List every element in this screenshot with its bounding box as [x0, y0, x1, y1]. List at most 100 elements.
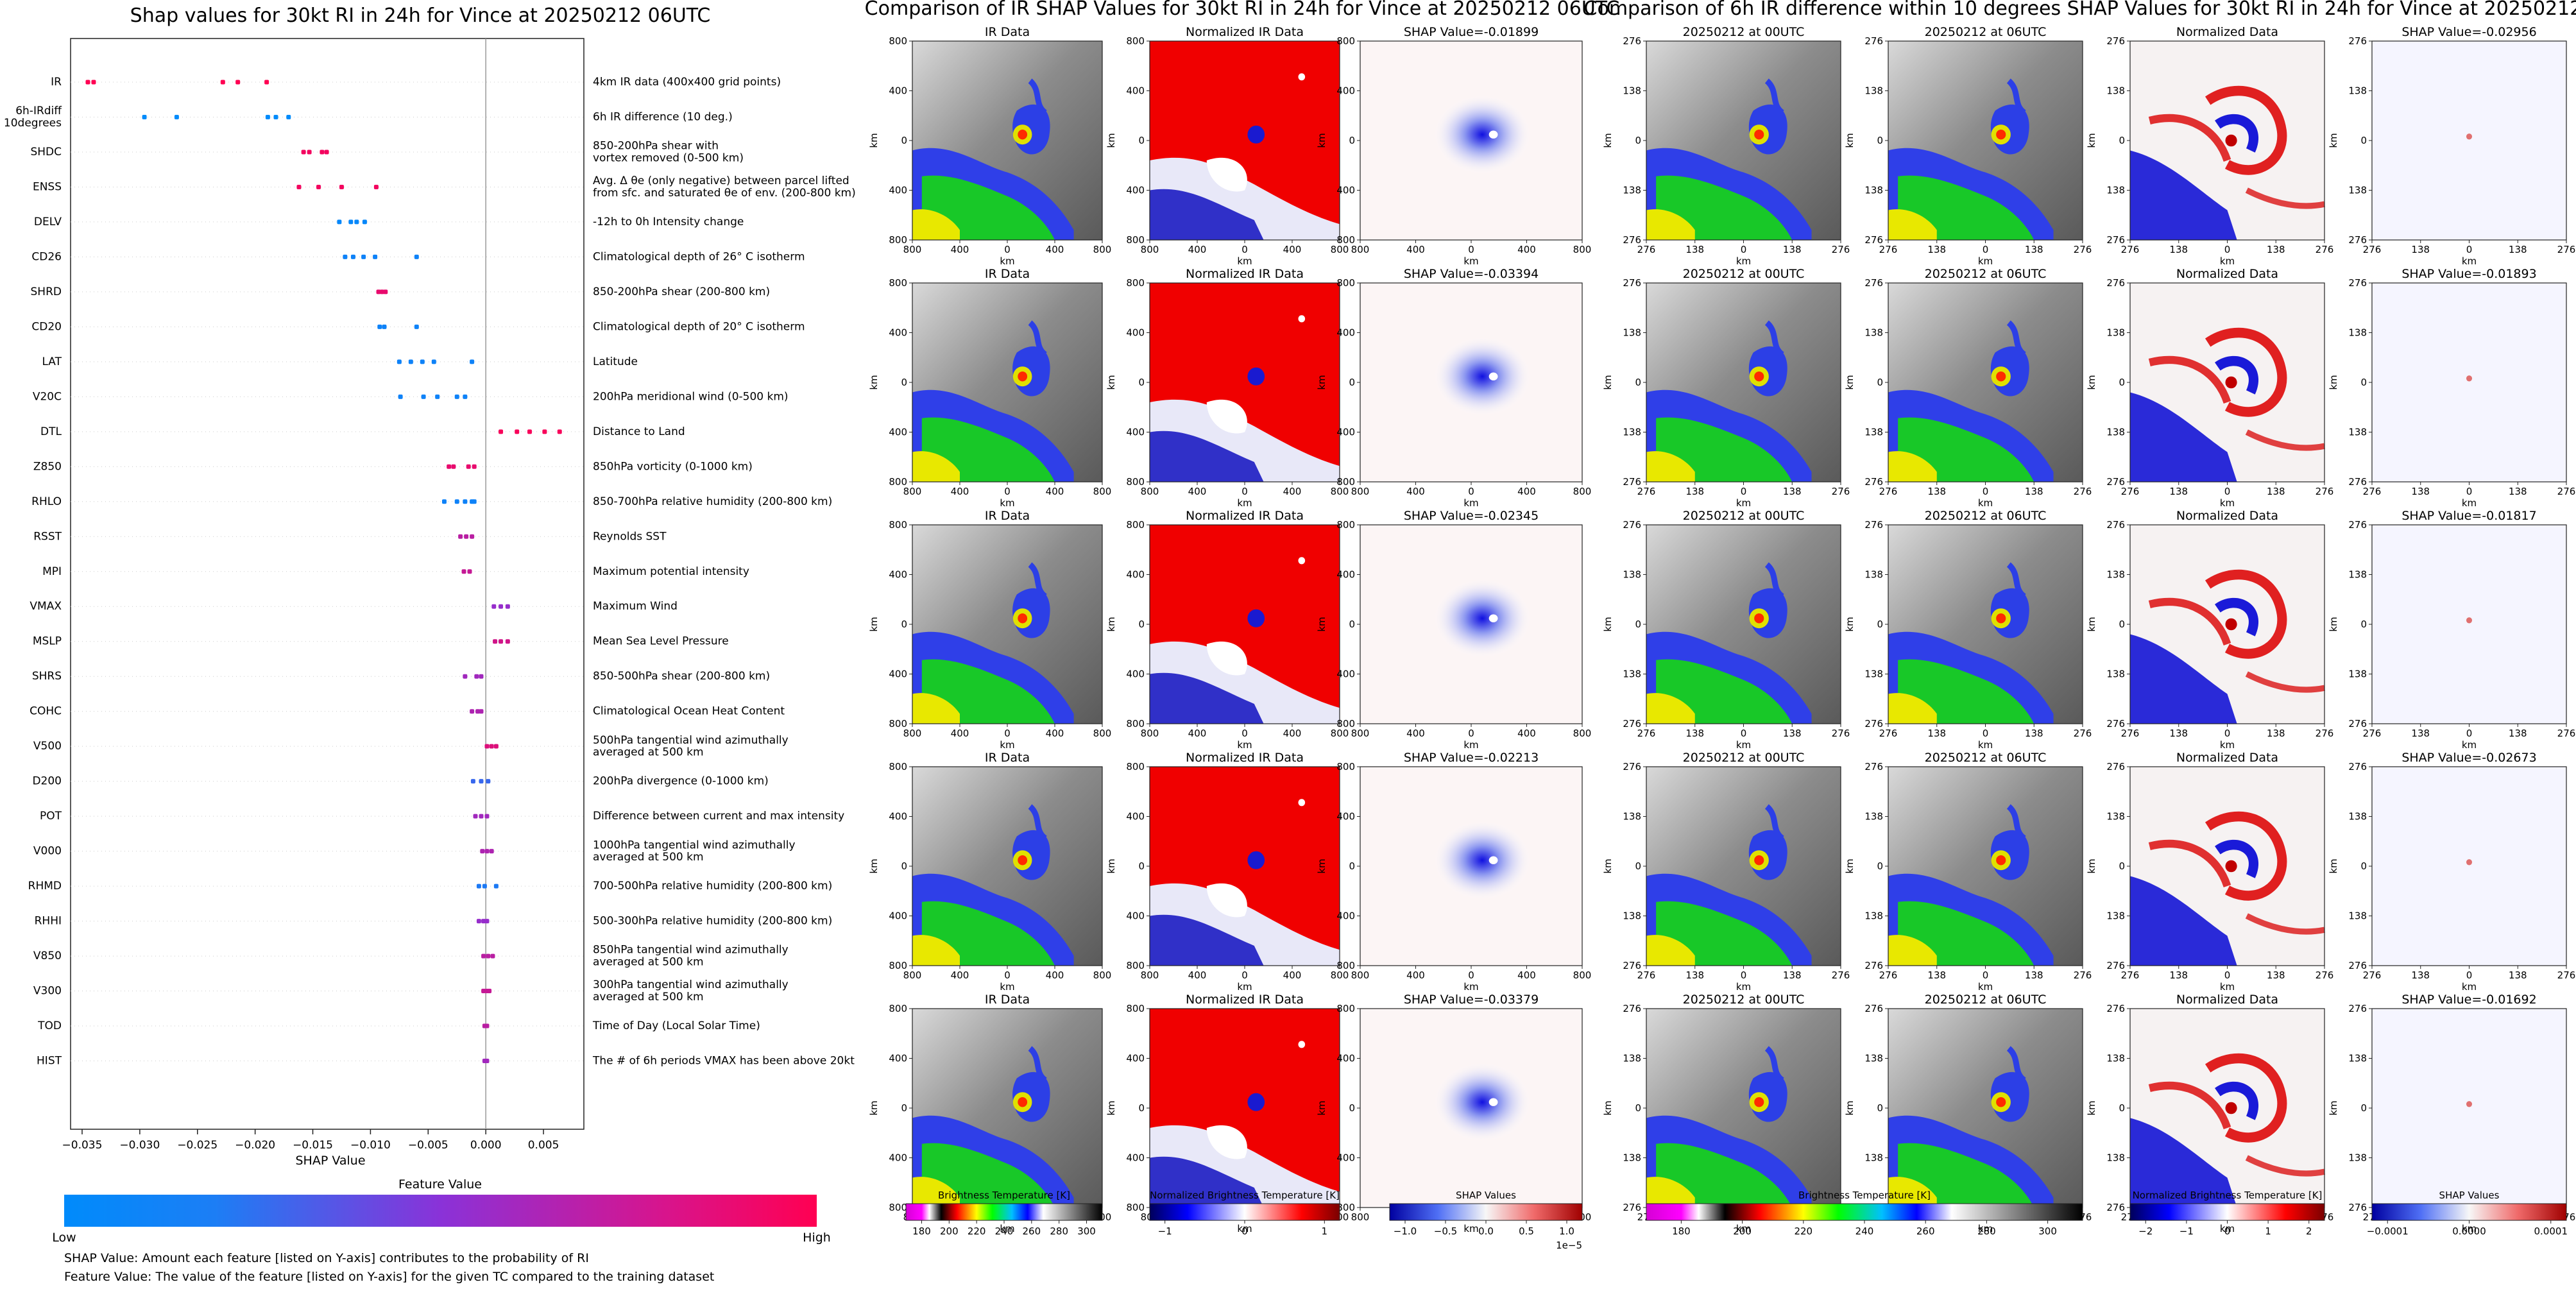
shap-point — [505, 604, 510, 609]
colorbar-tick-label: 1 — [1322, 1225, 1328, 1237]
shap-point — [464, 534, 469, 539]
panel-image — [1888, 767, 2083, 966]
x-tick-label: 800 — [1331, 244, 1349, 255]
y-tick-label: 138 — [2348, 569, 2367, 581]
y-tick-label: 800 — [1336, 1202, 1355, 1213]
y-axis-unit: km — [1105, 858, 1117, 873]
x-tick-label: 138 — [1783, 486, 1802, 497]
x-axis-unit: km — [1237, 1223, 1252, 1234]
y-tick-label: 800 — [889, 277, 907, 289]
y-tick-label: 276 — [2106, 476, 2125, 488]
x-tick-label: 0 — [1983, 244, 1989, 255]
x-tick-label: 0 — [2224, 486, 2231, 497]
shap-point — [414, 324, 419, 329]
panel-image — [1888, 41, 2083, 240]
y-tick-label: 400 — [1126, 910, 1145, 922]
shap-point — [474, 674, 479, 679]
y-tick-label: 400 — [1126, 1152, 1145, 1164]
shap-point — [354, 219, 359, 225]
panel-title: SHAP Value=-0.02345 — [1404, 509, 1539, 523]
normalized-diff-panel: Normalized Data2762761381380013813827627… — [2086, 509, 2333, 751]
y-tick-label: 0 — [1349, 1102, 1355, 1114]
x-tick-label: 276 — [2316, 244, 2334, 255]
panel-image — [1646, 41, 1841, 240]
x-tick-label: 276 — [2316, 486, 2334, 497]
colorbar-tick-label: 0.0000 — [2452, 1225, 2486, 1237]
x-tick-label: 800 — [1093, 728, 1112, 739]
x-tick-label: −0.030 — [119, 1139, 160, 1152]
x-axis-unit: km — [1736, 981, 1751, 993]
y-tick-label: 0 — [1635, 377, 1641, 388]
shap-point — [377, 324, 382, 329]
x-tick-label: 400 — [1406, 728, 1425, 739]
y-tick-label: 138 — [1864, 669, 1883, 680]
y-tick-label: 800 — [1126, 718, 1145, 730]
feature-label: V300 — [33, 985, 62, 998]
feature-label: DTL — [40, 425, 62, 438]
panel-title: SHAP Value=-0.03394 — [1404, 267, 1539, 281]
x-tick-label: 800 — [1141, 728, 1159, 739]
shap-point — [484, 744, 490, 749]
x-tick-label: 400 — [1283, 486, 1302, 497]
colorbar-tick-label: 240 — [995, 1225, 1014, 1237]
y-tick-label: 800 — [1126, 277, 1145, 289]
y-tick-label: 400 — [889, 811, 907, 823]
feature-label: MSLP — [33, 635, 62, 648]
panel-image — [1888, 1009, 2083, 1208]
y-tick-label: 276 — [1623, 718, 1641, 730]
panel-title: 20250212 at 00UTC — [1683, 751, 1805, 765]
y-tick-label: 276 — [2106, 1003, 2125, 1014]
x-tick-label: 138 — [1783, 728, 1802, 739]
panel-image — [2130, 1009, 2324, 1208]
x-tick-label: 0 — [2224, 244, 2231, 255]
x-tick-label: 276 — [1879, 486, 1898, 497]
panel-image — [1360, 767, 1582, 966]
colorbar-tick-label: 240 — [1855, 1225, 1874, 1237]
y-tick-label: 276 — [1623, 277, 1641, 289]
colorbar-gradient — [1389, 1203, 1583, 1221]
x-tick-label: 0 — [2224, 969, 2231, 981]
y-tick-label: 0 — [1349, 377, 1355, 388]
x-tick-label: 276 — [2121, 244, 2140, 255]
feature-description: 700-500hPa relative humidity (200-800 km… — [593, 880, 832, 892]
feature-label: RHHI — [35, 915, 62, 928]
shap-point — [493, 639, 498, 644]
y-tick-label: 800 — [889, 718, 907, 730]
y-tick-label: 138 — [2348, 1053, 2367, 1064]
y-tick-label: 0 — [1635, 1102, 1641, 1114]
y-tick-label: 138 — [1623, 910, 1641, 922]
shap-point — [458, 534, 463, 539]
y-tick-label: 138 — [1864, 910, 1883, 922]
y-tick-label: 138 — [2106, 910, 2125, 922]
panel-title: SHAP Value=-0.01692 — [2401, 993, 2536, 1007]
panel-image — [1150, 283, 1340, 482]
panel-title: 20250212 at 06UTC — [1925, 509, 2047, 523]
feature-label: CD26 — [31, 250, 62, 263]
x-tick-label: −0.015 — [293, 1139, 333, 1152]
y-axis-unit: km — [1105, 133, 1117, 148]
shap-point — [491, 604, 497, 609]
shap-point — [174, 114, 179, 119]
x-tick-label: 400 — [1188, 486, 1207, 497]
panel-title: 20250212 at 06UTC — [1925, 25, 2047, 39]
x-tick-label: 800 — [1093, 244, 1112, 255]
x-tick-label: 276 — [2316, 969, 2334, 981]
x-tick-label: 0 — [2224, 728, 2231, 739]
x-tick-label: 400 — [1046, 728, 1064, 739]
feature-description: 850hPa tangential wind azimuthally averag… — [593, 944, 789, 969]
y-tick-label: 276 — [1864, 35, 1883, 47]
shap-point — [557, 429, 562, 434]
feature-description: Avg. Δ θe (only negative) between parcel… — [593, 175, 856, 200]
shap-point — [486, 953, 491, 959]
shap-point — [484, 814, 490, 819]
shap-point — [307, 149, 312, 155]
feature-label: HIST — [37, 1055, 62, 1068]
colorbar-exponent: 1e−5 — [1556, 1240, 1582, 1251]
colorbar-tick-label: 200 — [940, 1225, 959, 1237]
x-tick-label: 400 — [1283, 244, 1302, 255]
y-tick-label: 0 — [1138, 1102, 1145, 1114]
x-tick-label: 138 — [2025, 244, 2043, 255]
shap-point — [480, 849, 485, 854]
x-axis-unit: km — [1736, 739, 1751, 751]
normalized-ir-panel: Normalized IR Data8008004004000040040080… — [1105, 751, 1349, 993]
